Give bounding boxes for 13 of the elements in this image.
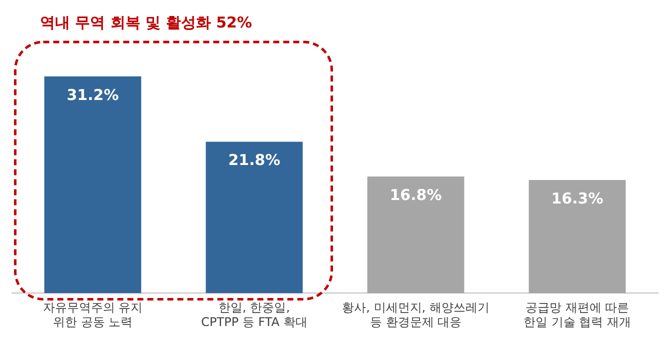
x-tick-label: 공급망 재편에 따른 한일 기술 협력 재개 [524,300,631,329]
data-label: 31.2% [66,86,119,104]
bar [367,176,464,294]
data-label: 16.8% [390,186,442,204]
data-label: 16.3% [551,189,604,208]
text: 역내 무역 회복 및 활성화 52% [40,13,252,32]
x-tick-label: 한일, 한중일, CPTPP 등 FTA 확대 [201,300,308,329]
x-tick-label: 자유무역주의 유지 위한 공동 노력 [42,300,143,329]
bar [44,76,142,294]
bar [528,180,626,294]
data-label: 21.8% [228,151,280,170]
x-tick-label: 황사, 미세먼지, 해양쓰레기 등 환경문제 대응 [342,300,490,329]
bar [206,142,303,294]
